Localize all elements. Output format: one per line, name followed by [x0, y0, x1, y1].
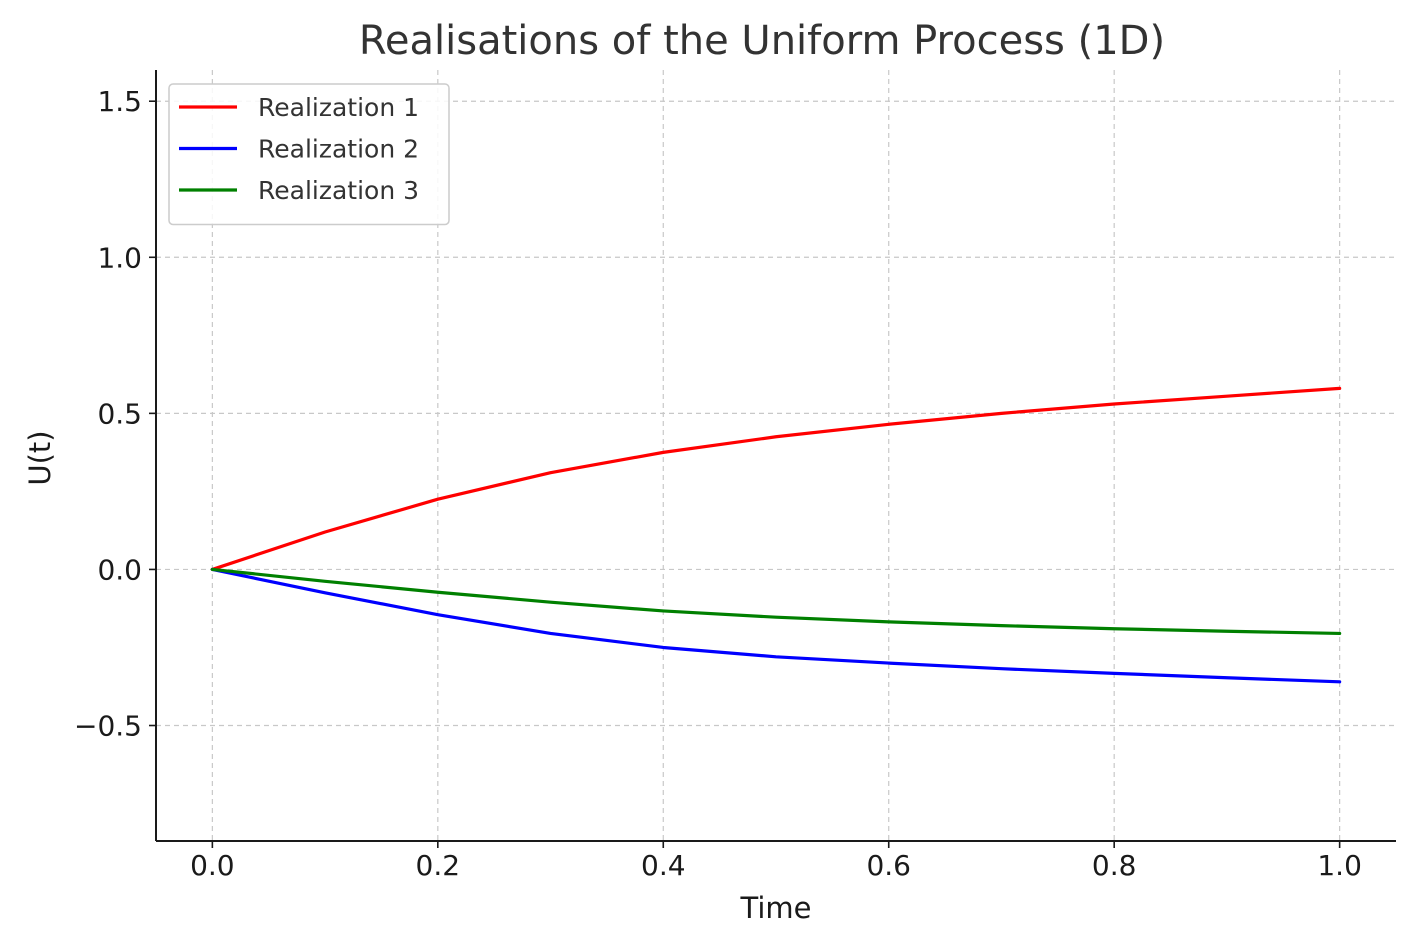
y-tick-label: 0.5: [97, 397, 142, 430]
y-axis-label: U(t): [23, 430, 57, 485]
chart-title: Realisations of the Uniform Process (1D): [359, 18, 1165, 64]
y-axis-ticks: −0.5 0.0 0.5 1.0 1.5: [74, 85, 156, 743]
x-tick-label: 0.2: [416, 849, 461, 882]
legend-label-3: Realization 3: [258, 176, 419, 205]
y-tick-label: 0.0: [97, 553, 142, 586]
series-line-1: [210, 386, 1342, 572]
y-tick-label: −0.5: [74, 710, 142, 743]
x-tick-label: 0.6: [866, 849, 911, 882]
series-line-2: [210, 567, 1342, 684]
x-tick-label: 0.8: [1092, 849, 1137, 882]
x-tick-label: 0.0: [190, 849, 235, 882]
series-lines: [210, 386, 1342, 684]
y-tick-label: 1.0: [97, 241, 142, 274]
legend-label-2: Realization 2: [258, 135, 419, 164]
x-tick-label: 0.4: [641, 849, 686, 882]
y-tick-label: 1.5: [97, 85, 142, 118]
legend: Realization 1 Realization 2 Realization 3: [168, 83, 450, 226]
legend-label-1: Realization 1: [258, 93, 419, 122]
legend-box: [168, 83, 450, 226]
x-tick-label: 1.0: [1317, 849, 1362, 882]
series-line-3: [210, 567, 1342, 636]
x-axis-ticks: 0.0 0.2 0.4 0.6 0.8 1.0: [190, 841, 1362, 882]
x-axis-label: Time: [740, 891, 812, 925]
axes: [155, 70, 1396, 842]
